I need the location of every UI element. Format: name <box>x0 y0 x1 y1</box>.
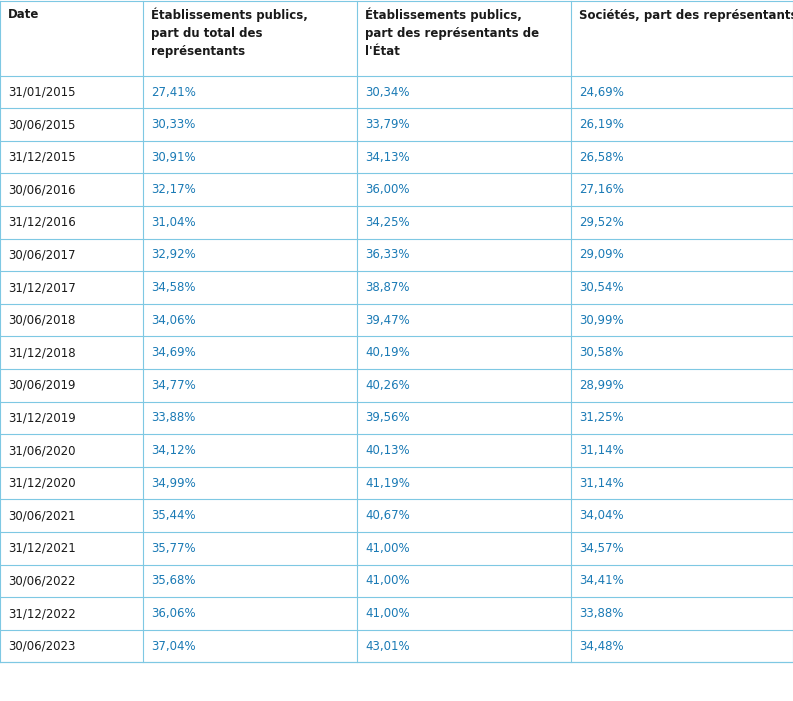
Text: 31/12/2018: 31/12/2018 <box>8 346 75 360</box>
Text: 34,77%: 34,77% <box>151 379 196 392</box>
Text: 34,57%: 34,57% <box>579 542 624 555</box>
Text: 39,56%: 39,56% <box>365 411 410 425</box>
Bar <box>0 304 793 336</box>
Text: 30,33%: 30,33% <box>151 118 195 131</box>
Text: 31/12/2016: 31/12/2016 <box>8 216 75 229</box>
Text: 40,26%: 40,26% <box>365 379 410 392</box>
Bar <box>0 369 793 402</box>
Bar <box>0 564 793 597</box>
Text: 41,00%: 41,00% <box>365 574 410 587</box>
Text: 30,91%: 30,91% <box>151 151 196 164</box>
Text: 31/12/2017: 31/12/2017 <box>8 281 75 294</box>
Text: 35,77%: 35,77% <box>151 542 196 555</box>
Text: 31,14%: 31,14% <box>579 477 624 490</box>
Text: 34,13%: 34,13% <box>365 151 410 164</box>
Text: 36,00%: 36,00% <box>365 183 409 196</box>
Text: 31/12/2015: 31/12/2015 <box>8 151 75 164</box>
Text: 34,04%: 34,04% <box>579 509 624 522</box>
Bar <box>0 629 793 662</box>
Text: 34,48%: 34,48% <box>579 639 624 653</box>
Text: 31/06/2020: 31/06/2020 <box>8 444 75 457</box>
Text: 36,33%: 36,33% <box>365 248 409 261</box>
Text: 37,04%: 37,04% <box>151 639 196 653</box>
Text: 38,87%: 38,87% <box>365 281 409 294</box>
Text: 34,06%: 34,06% <box>151 313 196 327</box>
Text: 34,41%: 34,41% <box>579 574 624 587</box>
Bar <box>0 336 793 369</box>
Text: 32,92%: 32,92% <box>151 248 196 261</box>
Text: 40,19%: 40,19% <box>365 346 410 360</box>
Text: 30/06/2022: 30/06/2022 <box>8 574 75 587</box>
Bar <box>0 108 793 141</box>
Text: 26,19%: 26,19% <box>579 118 624 131</box>
Bar <box>0 173 793 206</box>
Bar <box>0 467 793 499</box>
Text: 35,44%: 35,44% <box>151 509 196 522</box>
Text: 41,19%: 41,19% <box>365 477 410 490</box>
Text: 30,34%: 30,34% <box>365 86 409 99</box>
Text: 36,06%: 36,06% <box>151 607 196 620</box>
Text: 34,99%: 34,99% <box>151 477 196 490</box>
Text: 30/06/2021: 30/06/2021 <box>8 509 75 522</box>
Bar <box>0 434 793 467</box>
Bar <box>0 76 793 108</box>
Text: 27,41%: 27,41% <box>151 86 196 99</box>
Text: 41,00%: 41,00% <box>365 542 410 555</box>
Text: 30/06/2019: 30/06/2019 <box>8 379 75 392</box>
Text: 31/01/2015: 31/01/2015 <box>8 86 75 99</box>
Text: 31,25%: 31,25% <box>579 411 624 425</box>
Text: 29,09%: 29,09% <box>579 248 624 261</box>
Text: 32,17%: 32,17% <box>151 183 196 196</box>
Text: 34,12%: 34,12% <box>151 444 196 457</box>
Text: 30/06/2016: 30/06/2016 <box>8 183 75 196</box>
Text: 30,58%: 30,58% <box>579 346 623 360</box>
Text: 30/06/2015: 30/06/2015 <box>8 118 75 131</box>
Text: 31/12/2020: 31/12/2020 <box>8 477 75 490</box>
Text: 33,88%: 33,88% <box>579 607 623 620</box>
Bar <box>0 532 793 564</box>
Text: Date: Date <box>8 8 40 21</box>
Text: 30,54%: 30,54% <box>579 281 623 294</box>
Text: 31/12/2019: 31/12/2019 <box>8 411 75 425</box>
Text: 31,04%: 31,04% <box>151 216 196 229</box>
Text: 29,52%: 29,52% <box>579 216 624 229</box>
Text: 31/12/2022: 31/12/2022 <box>8 607 75 620</box>
Text: Établissements publics,
part du total des
représentants: Établissements publics, part du total de… <box>151 8 308 58</box>
Text: 34,58%: 34,58% <box>151 281 195 294</box>
Bar <box>0 597 793 629</box>
Bar <box>0 1 793 76</box>
Text: 24,69%: 24,69% <box>579 86 624 99</box>
Text: 41,00%: 41,00% <box>365 607 410 620</box>
Bar <box>0 271 793 304</box>
Bar <box>0 206 793 238</box>
Text: 31,14%: 31,14% <box>579 444 624 457</box>
Text: 28,99%: 28,99% <box>579 379 624 392</box>
Text: 30/06/2018: 30/06/2018 <box>8 313 75 327</box>
Text: 26,58%: 26,58% <box>579 151 624 164</box>
Text: 33,88%: 33,88% <box>151 411 195 425</box>
Text: 30,99%: 30,99% <box>579 313 624 327</box>
Text: 30/06/2017: 30/06/2017 <box>8 248 75 261</box>
Text: 34,69%: 34,69% <box>151 346 196 360</box>
Text: 27,16%: 27,16% <box>579 183 624 196</box>
Bar <box>0 499 793 532</box>
Text: Établissements publics,
part des représentants de
l'État: Établissements publics, part des représe… <box>365 8 539 58</box>
Text: 31/12/2021: 31/12/2021 <box>8 542 75 555</box>
Text: 40,13%: 40,13% <box>365 444 410 457</box>
Text: 33,79%: 33,79% <box>365 118 410 131</box>
Text: 30/06/2023: 30/06/2023 <box>8 639 75 653</box>
Bar <box>0 402 793 434</box>
Text: 34,25%: 34,25% <box>365 216 410 229</box>
Text: Sociétés, part des représentants de l'État: Sociétés, part des représentants de l'Ét… <box>579 8 793 22</box>
Bar <box>0 141 793 173</box>
Bar <box>0 238 793 271</box>
Text: 35,68%: 35,68% <box>151 574 195 587</box>
Text: 40,67%: 40,67% <box>365 509 410 522</box>
Text: 39,47%: 39,47% <box>365 313 410 327</box>
Text: 43,01%: 43,01% <box>365 639 410 653</box>
